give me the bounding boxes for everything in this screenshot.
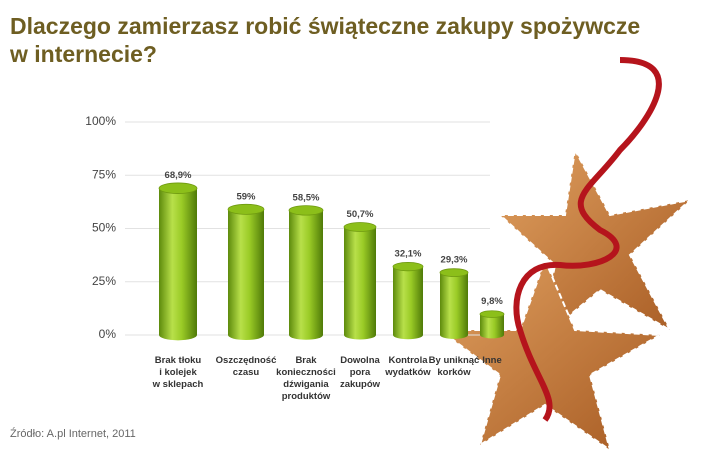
bar-body [393, 266, 423, 335]
y-tick-label: 75% [92, 167, 116, 181]
x-tick-label: Brak tłoku i kolejek w sklepach [152, 355, 204, 390]
x-tick-label: Oszczędność czasu [216, 355, 277, 378]
bar-base [344, 330, 376, 340]
bar [227, 203, 265, 341]
bar-body [344, 227, 376, 335]
y-tick-label: 0% [99, 327, 117, 341]
bar [439, 268, 469, 339]
bar [479, 310, 505, 339]
bar [343, 222, 377, 340]
bar-body [480, 314, 504, 335]
bar-top [479, 310, 505, 318]
bar-base [440, 331, 468, 339]
chart-title: Dlaczego zamierzasz robić świąteczne zak… [9, 13, 640, 67]
value-label: 59% [236, 191, 256, 202]
bar-base [480, 331, 504, 339]
bar [392, 262, 424, 340]
x-tick-label: Dowolna pora zakupów [340, 355, 381, 390]
decoration [437, 57, 694, 453]
source-note: Źródło: A.pl Internet, 2011 [10, 427, 136, 440]
y-tick-label: 50% [92, 221, 116, 235]
bar-body [228, 209, 264, 335]
bar-top [392, 262, 424, 272]
bar-top [158, 182, 198, 194]
y-tick-label: 100% [85, 114, 116, 128]
bar-body [289, 210, 323, 335]
x-tick-label: Brak konieczności dźwigania produktów [276, 355, 336, 402]
bar-top [227, 203, 265, 215]
bar-body [440, 272, 468, 335]
bar-top [439, 268, 469, 277]
bar [288, 205, 324, 340]
bar-base [289, 330, 323, 340]
bar-base [393, 330, 423, 340]
y-tick-label: 25% [92, 274, 116, 288]
bar [158, 182, 198, 341]
x-tick-label: Inne [482, 355, 502, 366]
value-label: 32,1% [395, 249, 422, 260]
bar-top [343, 222, 377, 232]
x-tick-label: Kontrola wydatków [384, 355, 431, 378]
value-label: 9,8% [481, 296, 503, 307]
bar-base [228, 329, 264, 341]
value-label: 50,7% [347, 209, 374, 220]
bar-base [159, 329, 197, 341]
bar-top [288, 205, 324, 216]
value-label: 29,3% [441, 255, 468, 266]
bar-body [159, 188, 197, 335]
value-label: 58,5% [293, 192, 320, 203]
value-label: 68,9% [165, 170, 192, 181]
x-tick-label: By uniknąć korków [429, 355, 480, 378]
